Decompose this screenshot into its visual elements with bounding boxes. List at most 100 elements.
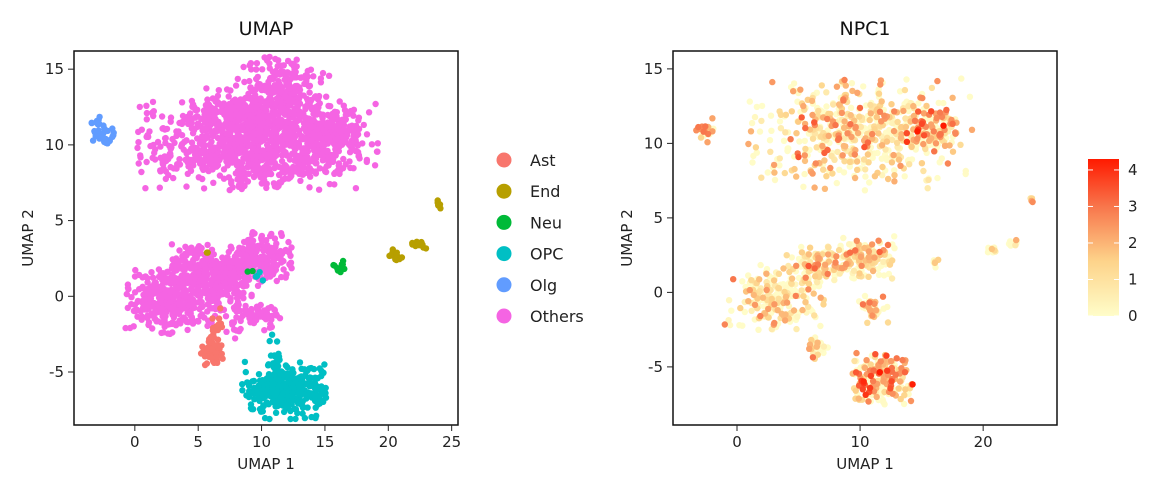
- data-point: [824, 251, 832, 258]
- data-point: [793, 130, 800, 137]
- data-point: [267, 74, 274, 82]
- data-point: [168, 241, 176, 248]
- data-point: [879, 172, 886, 179]
- data-point: [750, 152, 757, 160]
- data-point: [227, 296, 234, 304]
- data-point: [931, 259, 939, 267]
- data-point: [866, 384, 874, 392]
- data-point: [148, 269, 155, 276]
- data-point: [246, 62, 253, 69]
- colorbar-tick-label: 1: [1128, 270, 1138, 288]
- data-point: [844, 130, 851, 137]
- data-point: [833, 83, 841, 90]
- data-point: [234, 131, 241, 138]
- data-point: [363, 158, 370, 166]
- data-point: [317, 79, 325, 86]
- data-point: [763, 286, 770, 294]
- data-point: [749, 159, 756, 166]
- data-point: [184, 113, 192, 120]
- data-point: [184, 326, 191, 334]
- data-point: [200, 140, 207, 148]
- data-point: [201, 286, 209, 293]
- data-point: [812, 273, 819, 280]
- data-point: [228, 112, 235, 119]
- data-point: [291, 112, 298, 119]
- data-point: [167, 320, 174, 328]
- legend-label: End: [530, 182, 560, 201]
- data-point: [864, 319, 871, 326]
- data-point: [299, 162, 307, 169]
- data-point: [187, 294, 195, 302]
- data-point: [200, 166, 207, 173]
- data-point: [924, 185, 931, 192]
- legend-swatch: [496, 277, 512, 293]
- data-point: [798, 287, 805, 294]
- data-point: [801, 157, 809, 165]
- data-point: [859, 301, 867, 308]
- data-point: [230, 319, 238, 326]
- data-point: [276, 88, 284, 96]
- data-point: [889, 390, 896, 397]
- data-point: [825, 132, 832, 140]
- data-point: [235, 328, 243, 335]
- data-point: [943, 106, 950, 114]
- data-point: [274, 62, 281, 70]
- data-point: [893, 139, 901, 147]
- data-point: [197, 156, 204, 163]
- data-point: [811, 312, 818, 319]
- data-point: [280, 62, 287, 69]
- data-point: [801, 152, 808, 159]
- data-point: [355, 152, 363, 159]
- data-point: [894, 118, 901, 126]
- data-point: [296, 131, 303, 138]
- data-point: [798, 249, 806, 256]
- data-point: [189, 130, 197, 137]
- data-point: [881, 388, 888, 396]
- data-point: [755, 326, 762, 333]
- data-point: [266, 60, 273, 67]
- data-point: [256, 255, 263, 262]
- data-point: [143, 116, 150, 123]
- data-point: [167, 118, 174, 125]
- data-point: [770, 161, 778, 169]
- data-point: [169, 271, 176, 278]
- data-point: [168, 144, 175, 151]
- data-point: [852, 123, 859, 131]
- data-point: [795, 153, 802, 161]
- data-point: [336, 98, 343, 105]
- data-point: [132, 266, 139, 274]
- data-point: [156, 286, 163, 293]
- data-point: [190, 279, 198, 287]
- npc1-y-tick-label: 5: [653, 209, 663, 227]
- data-point: [697, 134, 705, 141]
- data-point: [170, 314, 178, 321]
- data-point: [268, 138, 276, 145]
- data-point: [336, 170, 343, 178]
- data-point: [745, 140, 752, 148]
- data-point: [436, 201, 444, 208]
- legend-label: Ast: [530, 151, 556, 170]
- data-point: [314, 147, 321, 154]
- data-point: [323, 148, 330, 155]
- data-point: [805, 262, 812, 270]
- data-point: [270, 180, 278, 187]
- data-point: [239, 381, 246, 388]
- data-point: [282, 71, 290, 78]
- data-point: [888, 275, 896, 282]
- data-point: [896, 378, 904, 385]
- data-point: [765, 305, 772, 313]
- data-point: [223, 136, 230, 143]
- data-point: [202, 134, 210, 142]
- data-point: [252, 104, 260, 111]
- data-point: [206, 141, 213, 149]
- data-point: [205, 167, 212, 175]
- data-point: [241, 101, 249, 109]
- data-point: [254, 282, 262, 289]
- data-point: [920, 132, 928, 139]
- data-point: [274, 399, 282, 406]
- umap-y-tick-label: 15: [45, 60, 64, 78]
- umap-y-axis: -5 0 5 10 15: [45, 60, 74, 381]
- data-point: [284, 57, 292, 65]
- data-point: [246, 77, 253, 85]
- data-point: [254, 159, 261, 167]
